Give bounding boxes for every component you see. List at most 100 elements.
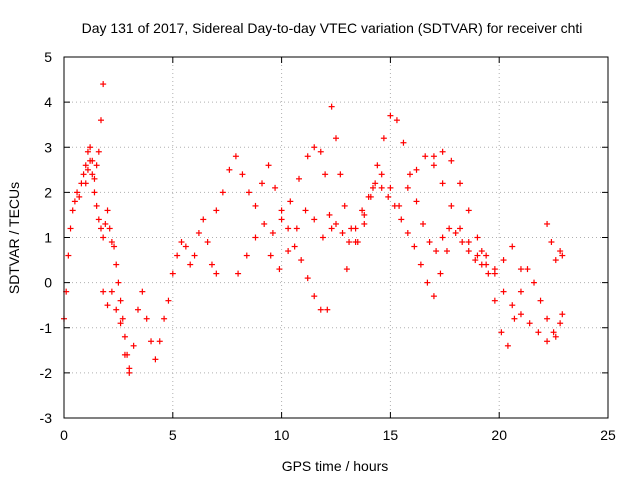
data-point <box>304 153 311 160</box>
data-point <box>369 184 376 191</box>
data-point <box>67 225 74 232</box>
data-point <box>333 135 339 142</box>
data-point <box>65 252 72 259</box>
data-point <box>483 252 490 259</box>
data-point <box>287 198 294 205</box>
data-point <box>265 162 272 169</box>
data-point <box>328 103 335 110</box>
y-tick-labels: -3 -2 -1 0 1 2 3 4 5 <box>40 49 53 426</box>
data-point <box>557 248 564 255</box>
data-point <box>424 279 431 286</box>
data-point <box>285 225 292 232</box>
data-points <box>61 81 566 376</box>
data-point <box>478 248 485 255</box>
data-point <box>213 270 220 277</box>
data-point <box>411 243 418 250</box>
data-point <box>443 248 450 255</box>
x-tick-label: 20 <box>491 427 507 443</box>
data-point <box>491 266 498 273</box>
data-point <box>509 302 516 309</box>
data-point <box>71 198 78 205</box>
data-point <box>346 239 353 246</box>
data-point <box>165 297 172 304</box>
y-tick-label: 1 <box>44 230 52 246</box>
data-point <box>485 270 492 277</box>
data-point <box>559 311 566 318</box>
y-tick-label: 0 <box>44 275 52 291</box>
data-point <box>472 257 479 264</box>
data-point <box>93 202 100 209</box>
data-point <box>398 216 405 223</box>
data-point <box>200 216 207 223</box>
data-point <box>298 257 305 264</box>
data-point <box>531 279 538 286</box>
data-point <box>169 270 176 277</box>
data-point <box>285 248 292 255</box>
data-point <box>343 266 350 273</box>
data-point <box>104 207 111 214</box>
data-point <box>526 320 533 327</box>
data-point <box>517 266 524 273</box>
data-point <box>293 225 300 232</box>
data-point <box>328 225 335 232</box>
data-point <box>341 202 348 209</box>
data-point <box>380 135 387 142</box>
data-point <box>100 234 107 241</box>
data-point <box>291 243 298 250</box>
plot-frame <box>63 56 609 419</box>
data-point <box>504 342 511 349</box>
data-point <box>430 162 437 169</box>
data-point <box>76 193 83 200</box>
x-tick-label: 25 <box>600 427 616 443</box>
data-point <box>393 117 400 124</box>
data-point <box>269 229 276 236</box>
data-point <box>82 180 89 187</box>
data-point <box>252 234 259 241</box>
data-point <box>559 252 566 259</box>
data-point <box>124 351 131 358</box>
data-point <box>304 275 311 282</box>
data-point <box>387 184 394 191</box>
data-point <box>100 288 107 295</box>
data-point <box>95 216 102 223</box>
data-point <box>337 171 344 178</box>
data-point <box>437 270 444 277</box>
data-point <box>82 162 89 169</box>
data-point <box>139 288 146 295</box>
data-point <box>457 225 464 232</box>
data-point <box>420 220 427 227</box>
data-point <box>474 252 481 259</box>
data-point <box>352 239 359 246</box>
data-point <box>430 153 437 160</box>
data-point <box>117 297 124 304</box>
data-point <box>80 171 87 178</box>
data-point <box>378 171 385 178</box>
data-point <box>552 333 559 340</box>
data-point <box>448 157 455 164</box>
y-tick-label: -1 <box>40 320 53 336</box>
x-axis-label: GPS time / hours <box>282 458 389 474</box>
data-point <box>372 180 379 187</box>
chart-title: Day 131 of 2017, Sidereal Day-to-day VTE… <box>82 20 583 36</box>
data-point <box>548 239 555 246</box>
data-point <box>404 229 411 236</box>
data-point <box>324 306 331 313</box>
data-point <box>182 243 189 250</box>
data-point <box>311 293 318 300</box>
data-point <box>259 180 266 187</box>
data-point <box>187 261 194 268</box>
data-point <box>322 171 329 178</box>
data-point <box>491 297 498 304</box>
data-point <box>104 302 111 309</box>
y-tick-label: -3 <box>40 410 53 426</box>
data-point <box>446 225 453 232</box>
data-point <box>252 202 259 209</box>
x-tick-label: 5 <box>169 427 177 443</box>
data-point <box>333 220 339 227</box>
data-point <box>426 239 433 246</box>
data-point <box>261 220 268 227</box>
data-point <box>457 180 464 187</box>
data-point <box>317 306 324 313</box>
data-point <box>69 207 76 214</box>
